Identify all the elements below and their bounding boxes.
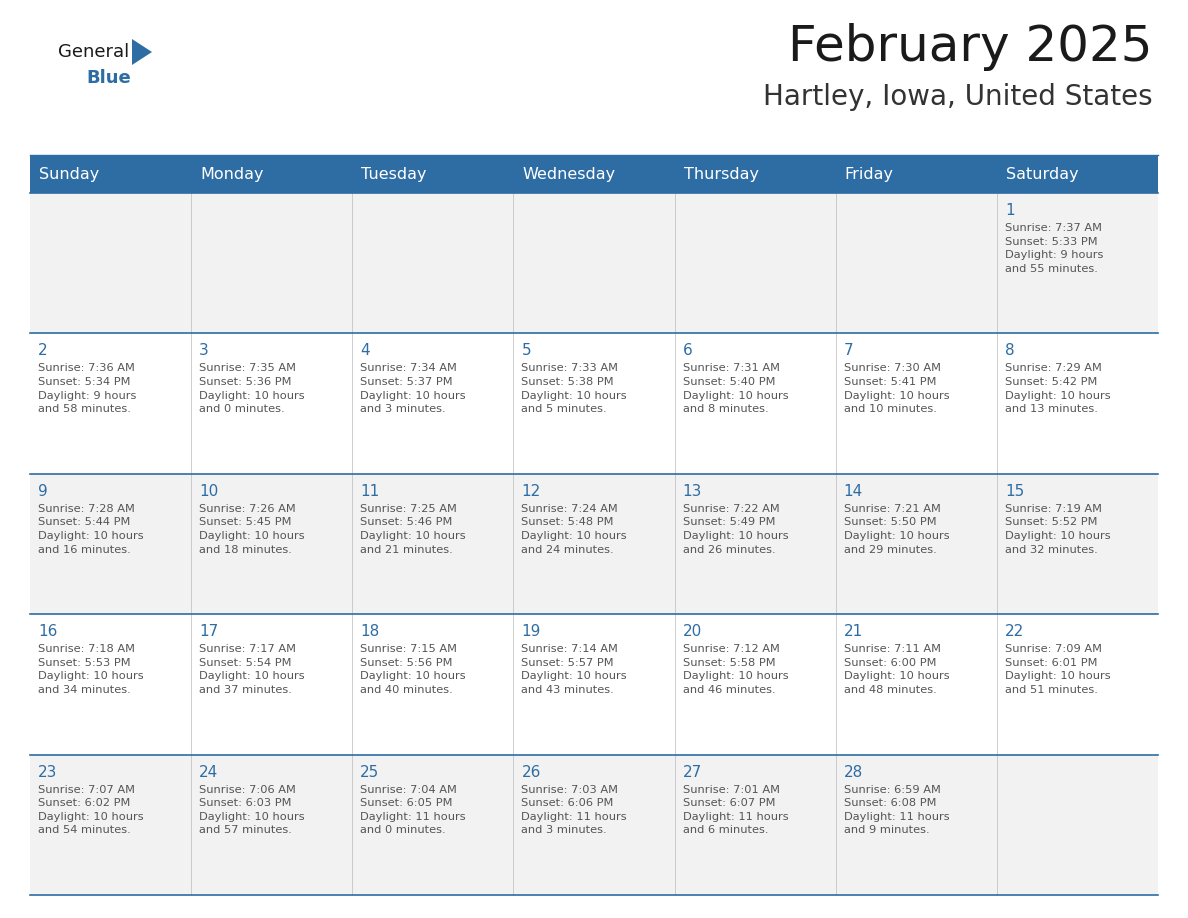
- Text: Sunrise: 6:59 AM
Sunset: 6:08 PM
Daylight: 11 hours
and 9 minutes.: Sunrise: 6:59 AM Sunset: 6:08 PM Dayligh…: [843, 785, 949, 835]
- Text: 3: 3: [200, 343, 209, 358]
- Text: 8: 8: [1005, 343, 1015, 358]
- Text: 11: 11: [360, 484, 379, 498]
- Text: Sunrise: 7:01 AM
Sunset: 6:07 PM
Daylight: 11 hours
and 6 minutes.: Sunrise: 7:01 AM Sunset: 6:07 PM Dayligh…: [683, 785, 788, 835]
- Text: Sunrise: 7:36 AM
Sunset: 5:34 PM
Daylight: 9 hours
and 58 minutes.: Sunrise: 7:36 AM Sunset: 5:34 PM Dayligh…: [38, 364, 137, 414]
- Text: 5: 5: [522, 343, 531, 358]
- Text: Sunrise: 7:22 AM
Sunset: 5:49 PM
Daylight: 10 hours
and 26 minutes.: Sunrise: 7:22 AM Sunset: 5:49 PM Dayligh…: [683, 504, 788, 554]
- Text: 4: 4: [360, 343, 369, 358]
- Text: Sunrise: 7:14 AM
Sunset: 5:57 PM
Daylight: 10 hours
and 43 minutes.: Sunrise: 7:14 AM Sunset: 5:57 PM Dayligh…: [522, 644, 627, 695]
- Text: Hartley, Iowa, United States: Hartley, Iowa, United States: [764, 83, 1154, 111]
- Text: Sunrise: 7:03 AM
Sunset: 6:06 PM
Daylight: 11 hours
and 3 minutes.: Sunrise: 7:03 AM Sunset: 6:06 PM Dayligh…: [522, 785, 627, 835]
- Text: Sunrise: 7:26 AM
Sunset: 5:45 PM
Daylight: 10 hours
and 18 minutes.: Sunrise: 7:26 AM Sunset: 5:45 PM Dayligh…: [200, 504, 305, 554]
- Text: Blue: Blue: [86, 69, 131, 87]
- Text: Tuesday: Tuesday: [361, 166, 426, 182]
- Text: Sunrise: 7:35 AM
Sunset: 5:36 PM
Daylight: 10 hours
and 0 minutes.: Sunrise: 7:35 AM Sunset: 5:36 PM Dayligh…: [200, 364, 305, 414]
- Bar: [30, 474, 1158, 614]
- Polygon shape: [132, 39, 152, 65]
- Text: 27: 27: [683, 765, 702, 779]
- Text: 25: 25: [360, 765, 379, 779]
- Bar: [30, 155, 1158, 193]
- Text: 26: 26: [522, 765, 541, 779]
- Text: Sunrise: 7:24 AM
Sunset: 5:48 PM
Daylight: 10 hours
and 24 minutes.: Sunrise: 7:24 AM Sunset: 5:48 PM Dayligh…: [522, 504, 627, 554]
- Bar: [30, 755, 1158, 895]
- Text: 15: 15: [1005, 484, 1024, 498]
- Text: Friday: Friday: [845, 166, 893, 182]
- Bar: [30, 333, 1158, 474]
- Text: Monday: Monday: [200, 166, 264, 182]
- Text: 1: 1: [1005, 203, 1015, 218]
- Text: Sunrise: 7:09 AM
Sunset: 6:01 PM
Daylight: 10 hours
and 51 minutes.: Sunrise: 7:09 AM Sunset: 6:01 PM Dayligh…: [1005, 644, 1111, 695]
- Text: 12: 12: [522, 484, 541, 498]
- Text: Sunrise: 7:25 AM
Sunset: 5:46 PM
Daylight: 10 hours
and 21 minutes.: Sunrise: 7:25 AM Sunset: 5:46 PM Dayligh…: [360, 504, 466, 554]
- Text: 10: 10: [200, 484, 219, 498]
- Text: 6: 6: [683, 343, 693, 358]
- Text: 2: 2: [38, 343, 48, 358]
- Text: Sunrise: 7:29 AM
Sunset: 5:42 PM
Daylight: 10 hours
and 13 minutes.: Sunrise: 7:29 AM Sunset: 5:42 PM Dayligh…: [1005, 364, 1111, 414]
- Text: 24: 24: [200, 765, 219, 779]
- Text: Sunrise: 7:31 AM
Sunset: 5:40 PM
Daylight: 10 hours
and 8 minutes.: Sunrise: 7:31 AM Sunset: 5:40 PM Dayligh…: [683, 364, 788, 414]
- Text: Saturday: Saturday: [1006, 166, 1079, 182]
- Text: Thursday: Thursday: [683, 166, 759, 182]
- Text: 22: 22: [1005, 624, 1024, 639]
- Text: Sunday: Sunday: [39, 166, 100, 182]
- Text: Sunrise: 7:17 AM
Sunset: 5:54 PM
Daylight: 10 hours
and 37 minutes.: Sunrise: 7:17 AM Sunset: 5:54 PM Dayligh…: [200, 644, 305, 695]
- Text: 20: 20: [683, 624, 702, 639]
- Text: Sunrise: 7:21 AM
Sunset: 5:50 PM
Daylight: 10 hours
and 29 minutes.: Sunrise: 7:21 AM Sunset: 5:50 PM Dayligh…: [843, 504, 949, 554]
- Text: Sunrise: 7:12 AM
Sunset: 5:58 PM
Daylight: 10 hours
and 46 minutes.: Sunrise: 7:12 AM Sunset: 5:58 PM Dayligh…: [683, 644, 788, 695]
- Text: 23: 23: [38, 765, 57, 779]
- Text: Sunrise: 7:04 AM
Sunset: 6:05 PM
Daylight: 11 hours
and 0 minutes.: Sunrise: 7:04 AM Sunset: 6:05 PM Dayligh…: [360, 785, 466, 835]
- Text: 17: 17: [200, 624, 219, 639]
- Text: Wednesday: Wednesday: [523, 166, 615, 182]
- Text: 7: 7: [843, 343, 853, 358]
- Text: Sunrise: 7:34 AM
Sunset: 5:37 PM
Daylight: 10 hours
and 3 minutes.: Sunrise: 7:34 AM Sunset: 5:37 PM Dayligh…: [360, 364, 466, 414]
- Text: Sunrise: 7:37 AM
Sunset: 5:33 PM
Daylight: 9 hours
and 55 minutes.: Sunrise: 7:37 AM Sunset: 5:33 PM Dayligh…: [1005, 223, 1104, 274]
- Text: Sunrise: 7:19 AM
Sunset: 5:52 PM
Daylight: 10 hours
and 32 minutes.: Sunrise: 7:19 AM Sunset: 5:52 PM Dayligh…: [1005, 504, 1111, 554]
- Text: Sunrise: 7:18 AM
Sunset: 5:53 PM
Daylight: 10 hours
and 34 minutes.: Sunrise: 7:18 AM Sunset: 5:53 PM Dayligh…: [38, 644, 144, 695]
- Text: General: General: [58, 43, 129, 61]
- Text: 16: 16: [38, 624, 57, 639]
- Text: February 2025: February 2025: [789, 23, 1154, 71]
- Text: Sunrise: 7:28 AM
Sunset: 5:44 PM
Daylight: 10 hours
and 16 minutes.: Sunrise: 7:28 AM Sunset: 5:44 PM Dayligh…: [38, 504, 144, 554]
- Bar: [30, 193, 1158, 333]
- Text: Sunrise: 7:15 AM
Sunset: 5:56 PM
Daylight: 10 hours
and 40 minutes.: Sunrise: 7:15 AM Sunset: 5:56 PM Dayligh…: [360, 644, 466, 695]
- Text: 28: 28: [843, 765, 862, 779]
- Text: 18: 18: [360, 624, 379, 639]
- Text: Sunrise: 7:30 AM
Sunset: 5:41 PM
Daylight: 10 hours
and 10 minutes.: Sunrise: 7:30 AM Sunset: 5:41 PM Dayligh…: [843, 364, 949, 414]
- Text: 14: 14: [843, 484, 862, 498]
- Text: 19: 19: [522, 624, 541, 639]
- Text: Sunrise: 7:06 AM
Sunset: 6:03 PM
Daylight: 10 hours
and 57 minutes.: Sunrise: 7:06 AM Sunset: 6:03 PM Dayligh…: [200, 785, 305, 835]
- Text: Sunrise: 7:33 AM
Sunset: 5:38 PM
Daylight: 10 hours
and 5 minutes.: Sunrise: 7:33 AM Sunset: 5:38 PM Dayligh…: [522, 364, 627, 414]
- Text: Sunrise: 7:11 AM
Sunset: 6:00 PM
Daylight: 10 hours
and 48 minutes.: Sunrise: 7:11 AM Sunset: 6:00 PM Dayligh…: [843, 644, 949, 695]
- Bar: [30, 614, 1158, 755]
- Text: 9: 9: [38, 484, 48, 498]
- Text: Sunrise: 7:07 AM
Sunset: 6:02 PM
Daylight: 10 hours
and 54 minutes.: Sunrise: 7:07 AM Sunset: 6:02 PM Dayligh…: [38, 785, 144, 835]
- Text: 21: 21: [843, 624, 862, 639]
- Text: 13: 13: [683, 484, 702, 498]
